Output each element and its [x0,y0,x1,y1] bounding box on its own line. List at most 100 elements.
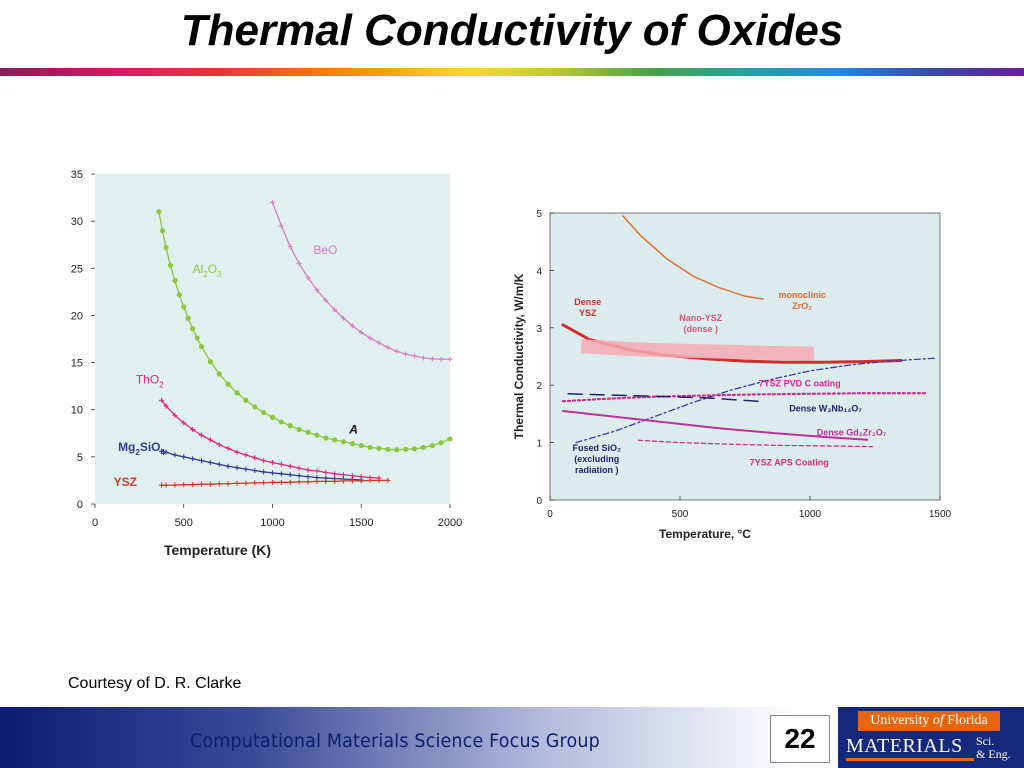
title-rainbow-divider [0,68,1024,76]
data-point [358,478,364,484]
data-point [296,426,302,433]
series-label-part: Al [193,262,204,276]
y-tick-label: 20 [71,310,83,322]
series-label-part: ThO [136,372,159,386]
y-axis-label: Thermal Conductivity, W/m/K [512,273,526,439]
courtesy-credit: Courtesy of D. R. Clarke [68,675,242,692]
series-label-text: Mg2SiO4 [118,440,165,457]
series-annotation-line: Nano-YSZ [679,313,723,323]
data-point [367,444,373,451]
data-point [159,227,166,234]
y-tick-label: 0 [536,496,542,507]
x-tick-label: 2000 [438,517,462,529]
y-tick-label: 15 [71,358,83,370]
data-point [172,482,178,488]
data-point [296,465,302,471]
data-point [287,479,293,485]
data-point [438,440,444,446]
data-point [296,261,302,267]
series-label-part: BeO [313,243,337,257]
y-tick-label: 5 [77,452,83,464]
footer-band [0,707,840,768]
x-tick-label: 1500 [929,509,952,520]
data-point [385,344,391,350]
data-point [207,437,213,443]
series-annotation-line: (dense ) [684,324,719,334]
series-label-part: 2 [135,448,140,457]
x-tick-label: 1500 [349,517,373,529]
series-line [575,357,936,444]
data-point [323,297,329,303]
data-point [278,479,284,485]
y-tick-label: 25 [71,263,83,275]
data-point [447,356,453,362]
series-annotation-line: 7YSZ APS Coating [750,458,829,468]
data-point [394,447,400,453]
x-tick-label: 500 [175,517,193,529]
data-point [332,478,338,484]
series-label: ThO2 [136,372,164,389]
series-label-part: 3 [217,270,222,279]
uf-logo-materials-text: MATERIALS [846,735,963,757]
series-label-text: ThO2 [136,372,164,389]
data-point [403,351,409,357]
data-point [367,477,373,483]
data-point [225,481,231,487]
data-point [314,287,320,293]
series-label: Mg2SiO4 [118,440,165,457]
data-point [332,437,338,443]
data-point [341,472,346,478]
data-point [376,445,382,451]
series-annotation-line: 7YSZ PVD C oating [759,378,841,388]
series-annotation: monoclinic ZrO₂ [778,290,826,311]
series-annotation-line: radiation ) [575,465,619,475]
data-point [216,481,222,487]
data-point [190,326,196,332]
data-point [185,315,191,321]
data-point [305,474,311,480]
series-line [637,439,874,448]
data-point [199,481,204,487]
data-point [358,442,364,449]
data-point [252,468,258,474]
data-point [270,460,275,466]
series-label-part: 2 [159,380,164,389]
data-point [181,454,187,460]
y-tick-label: 3 [536,324,542,335]
data-point [181,482,187,488]
series-line [622,215,764,300]
data-point [159,397,165,403]
data-point [314,478,320,484]
series-annotation-line: ZrO₂ [792,301,812,311]
data-point [234,480,240,486]
data-point [376,477,382,483]
data-point [198,343,205,350]
chart-thermal-conductivity-vs-temperature-c: 0 1 2 3 4 5 0 500 1000 1500 Temperature, °C Thermal… [512,209,952,541]
chart-thermal-conductivity-vs-temperature-k: 0 5 10 15 20 25 30 35 0 500 1000 1500 2000 Temperatur… [71,169,462,558]
data-point [287,423,293,429]
x-tick-label: 500 [672,509,689,520]
y-tick-label: 10 [71,405,83,417]
x-tick-label: 1000 [260,517,284,529]
data-point [305,429,311,435]
y-tick-label: 30 [71,216,83,228]
data-point [340,439,347,445]
data-point [216,461,222,467]
series-annotation-line: YSZ [579,308,597,318]
data-point [349,441,355,447]
data-point [429,442,435,449]
data-point [181,420,187,426]
series-label: BeO [313,243,337,257]
x-tick-label: 0 [547,509,553,520]
data-point [163,482,169,488]
plot-area [95,174,450,504]
series-line [561,392,929,403]
series-annotation: Nano-YSZ (dense ) [679,313,723,334]
data-point [243,452,249,458]
data-point [323,469,329,475]
data-point [243,466,249,472]
uf-logo-sci-eng-text: Sci. & Eng. [976,735,1011,761]
series-label-text: BeO [313,243,337,257]
y-tick-label: 0 [77,499,83,511]
data-point [385,446,391,452]
